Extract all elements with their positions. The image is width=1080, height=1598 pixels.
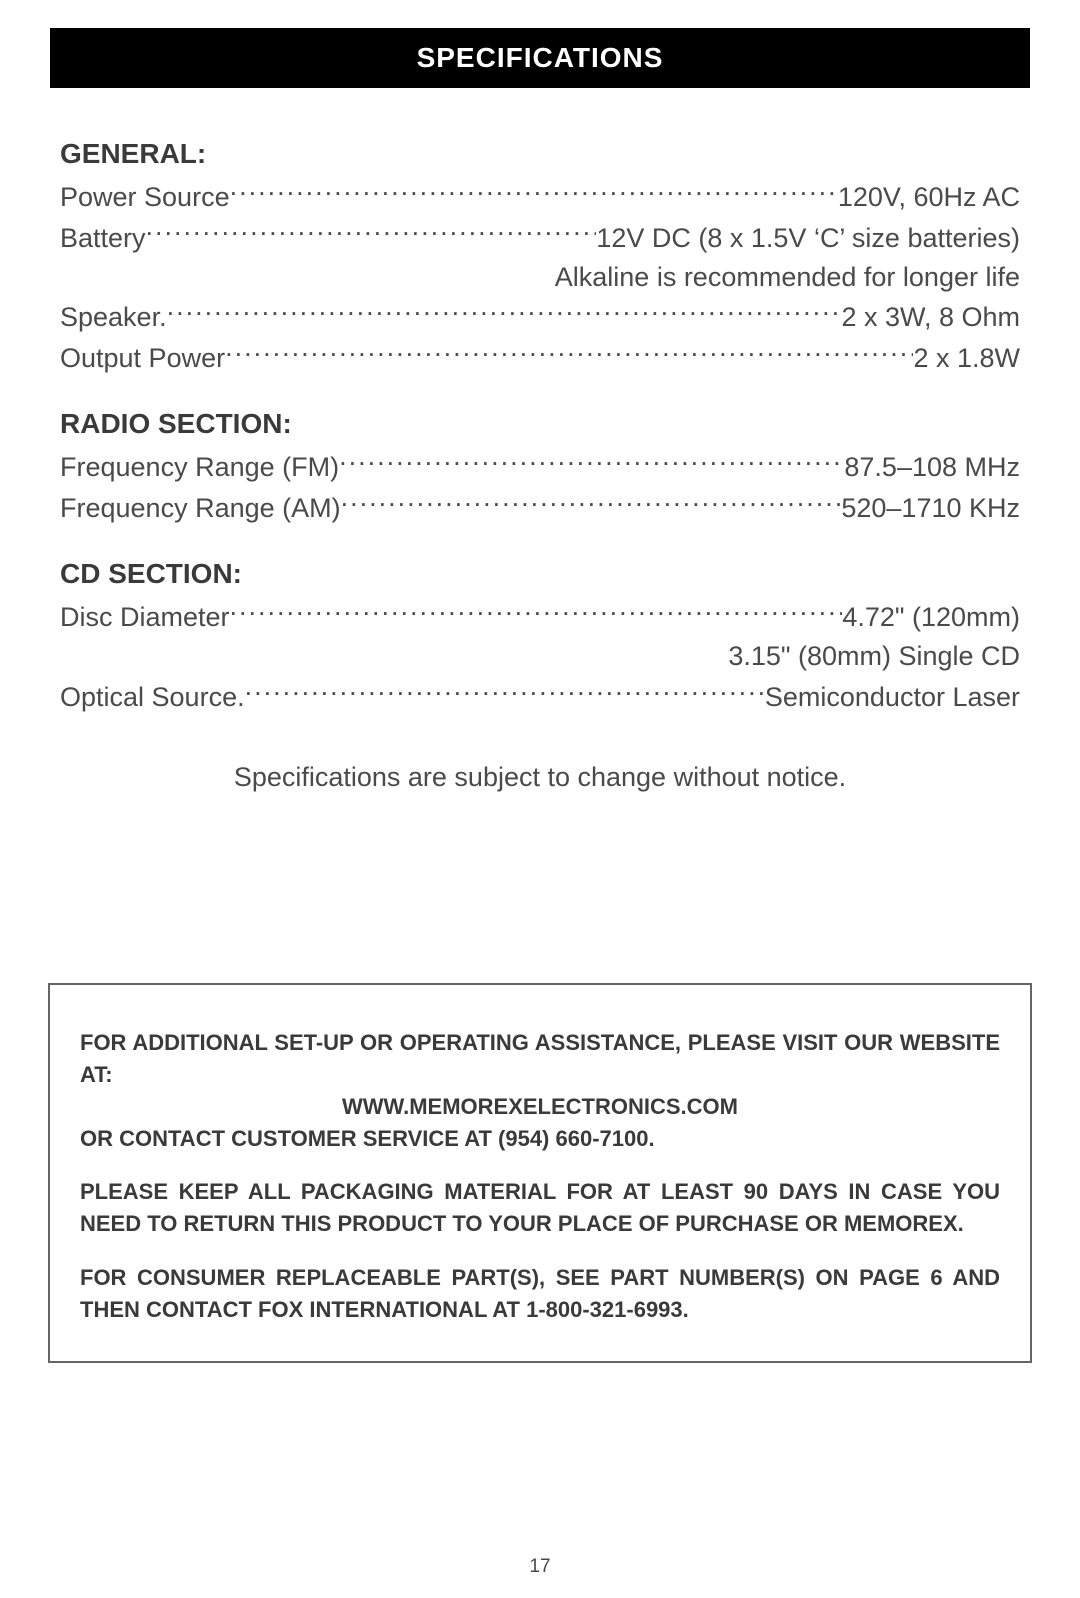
spec-label: Speaker.	[60, 298, 167, 337]
spec-dots	[339, 446, 844, 476]
spec-label: Frequency Range (AM)	[60, 489, 341, 528]
spec-value: 87.5–108 MHz	[844, 448, 1020, 487]
info-text: OR CONTACT CUSTOMER SERVICE AT (954) 660…	[80, 1123, 1000, 1155]
spec-row: Output Power 2 x 1.8W	[60, 338, 1020, 379]
spec-value: 520–1710 KHz	[841, 489, 1020, 528]
radio-section-title: RADIO SECTION:	[60, 408, 1020, 440]
info-box: FOR ADDITIONAL SET-UP OR OPERATING ASSIS…	[48, 983, 1032, 1363]
cd-section-title: CD SECTION:	[60, 558, 1020, 590]
spec-row: Frequency Range (AM) 520–1710 KHz	[60, 487, 1020, 528]
spec-row: Speaker. 2 x 3W, 8 Ohm	[60, 297, 1020, 338]
spec-dots	[167, 297, 842, 327]
spec-dots	[245, 676, 765, 706]
info-paragraph: FOR CONSUMER REPLACEABLE PART(S), SEE PA…	[80, 1262, 1000, 1326]
spec-row: Frequency Range (FM) 87.5–108 MHz	[60, 446, 1020, 487]
spec-continuation: Alkaline is recommended for longer life	[60, 258, 1020, 297]
spec-dots	[230, 176, 838, 206]
specifications-content: GENERAL: Power Source 120V, 60Hz AC Batt…	[0, 88, 1080, 793]
info-text: FOR ADDITIONAL SET-UP OR OPERATING ASSIS…	[80, 1030, 1000, 1087]
spec-row: Battery 12V DC (8 x 1.5V ‘C’ size batter…	[60, 217, 1020, 258]
spec-dots	[225, 338, 913, 368]
spec-dots	[230, 596, 843, 626]
spec-label: Frequency Range (FM)	[60, 448, 339, 487]
info-paragraph: PLEASE KEEP ALL PACKAGING MATERIAL FOR A…	[80, 1176, 1000, 1240]
spec-value: Semiconductor Laser	[765, 678, 1020, 717]
spec-value: 2 x 1.8W	[913, 339, 1020, 378]
spec-label: Power Source	[60, 178, 230, 217]
spec-label: Battery	[60, 219, 146, 258]
spec-continuation: 3.15" (80mm) Single CD	[60, 637, 1020, 676]
page-number: 17	[0, 1556, 1080, 1578]
spec-row: Disc Diameter 4.72" (120mm)	[60, 596, 1020, 637]
info-website: WWW.MEMOREXELECTRONICS.COM	[80, 1091, 1000, 1123]
spec-value: 4.72" (120mm)	[842, 598, 1020, 637]
spec-row: Power Source 120V, 60Hz AC	[60, 176, 1020, 217]
spec-value: 2 x 3W, 8 Ohm	[841, 298, 1020, 337]
spec-dots	[146, 217, 597, 247]
spec-value: 12V DC (8 x 1.5V ‘C’ size batteries)	[596, 219, 1020, 258]
info-paragraph: FOR ADDITIONAL SET-UP OR OPERATING ASSIS…	[80, 1027, 1000, 1155]
change-notice: Specifications are subject to change wit…	[60, 762, 1020, 793]
spec-value: 120V, 60Hz AC	[838, 178, 1020, 217]
header-title: SPECIFICATIONS	[50, 28, 1030, 88]
spec-label: Disc Diameter	[60, 598, 230, 637]
spec-dots	[341, 487, 842, 517]
spec-label: Output Power	[60, 339, 225, 378]
spec-label: Optical Source.	[60, 678, 245, 717]
general-section-title: GENERAL:	[60, 138, 1020, 170]
spec-row: Optical Source. Semiconductor Laser	[60, 676, 1020, 717]
